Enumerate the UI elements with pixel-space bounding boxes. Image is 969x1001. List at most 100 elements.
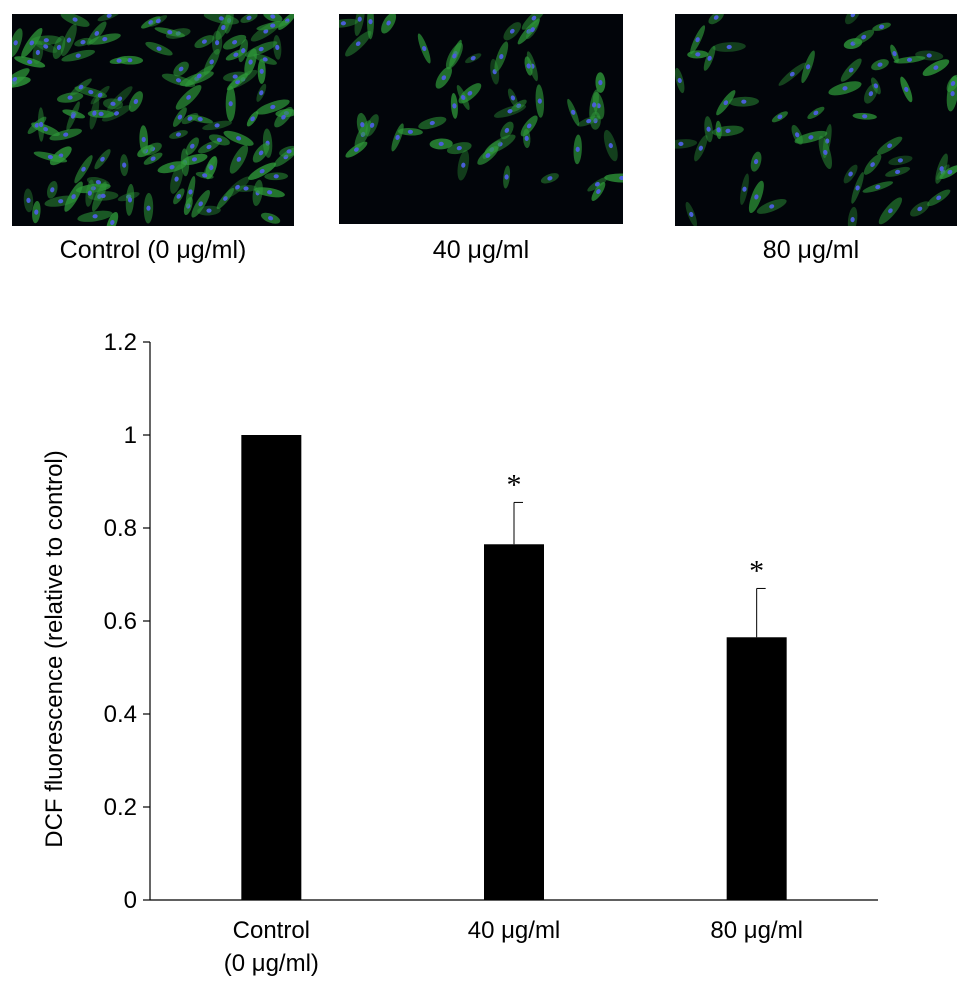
cell xyxy=(225,176,250,198)
cell xyxy=(450,92,458,119)
cell xyxy=(728,96,760,107)
cell xyxy=(88,33,121,45)
cell xyxy=(170,164,184,194)
cell xyxy=(339,18,359,28)
cell xyxy=(77,210,113,222)
cell xyxy=(595,72,606,93)
cell xyxy=(223,71,248,82)
cell xyxy=(143,192,154,224)
cell xyxy=(255,99,290,115)
cell xyxy=(524,56,533,76)
cell xyxy=(256,83,267,102)
cell xyxy=(60,14,90,27)
cell xyxy=(87,21,107,46)
cell xyxy=(161,73,196,87)
cell xyxy=(445,42,463,70)
cell xyxy=(157,161,187,174)
bar xyxy=(726,637,787,900)
y-tick-label: 0.6 xyxy=(104,608,137,635)
cell xyxy=(23,188,34,213)
cell xyxy=(517,18,540,45)
cell xyxy=(840,58,862,82)
cell xyxy=(60,24,77,57)
cell xyxy=(675,139,698,149)
cell xyxy=(225,85,236,122)
cell xyxy=(863,154,882,175)
cell xyxy=(61,49,96,62)
significance-marker: * xyxy=(749,554,764,587)
cell xyxy=(86,176,110,188)
cell xyxy=(712,42,746,52)
cell xyxy=(771,111,788,123)
cell xyxy=(181,153,208,165)
cell xyxy=(603,129,618,162)
cell xyxy=(694,135,708,162)
cell xyxy=(52,35,66,60)
cell xyxy=(254,187,285,198)
cell xyxy=(345,141,368,158)
cell xyxy=(703,45,716,71)
cell xyxy=(507,88,518,108)
cell xyxy=(106,211,119,226)
cell xyxy=(847,206,858,226)
cell xyxy=(109,57,129,65)
y-axis-title: DCF fluorescence (relative to control) xyxy=(41,450,68,847)
cell xyxy=(687,50,709,59)
cell xyxy=(203,48,220,75)
cell xyxy=(740,173,749,205)
cell xyxy=(862,181,894,193)
cell xyxy=(263,14,283,23)
cell xyxy=(526,20,540,40)
cell xyxy=(577,115,601,127)
x-tick-label: (0 μg/ml) xyxy=(224,950,319,977)
cell xyxy=(211,30,223,55)
y-tick-label: 1 xyxy=(124,422,137,449)
cell xyxy=(253,53,277,65)
cell xyxy=(822,124,832,159)
cell xyxy=(169,130,188,139)
cell xyxy=(154,27,186,37)
cell xyxy=(128,91,143,112)
cell xyxy=(852,112,877,120)
cell xyxy=(197,140,221,154)
cell xyxy=(807,106,825,120)
cell xyxy=(14,56,46,68)
cell xyxy=(367,14,374,40)
y-tick-label: 0.2 xyxy=(104,794,137,821)
cell xyxy=(591,181,606,202)
cell xyxy=(119,154,129,177)
cell xyxy=(216,187,235,210)
cell xyxy=(456,84,470,111)
cell xyxy=(845,14,861,25)
cell xyxy=(878,197,903,225)
cell xyxy=(381,14,397,34)
cell xyxy=(32,41,44,64)
cell xyxy=(843,164,858,184)
cell xyxy=(915,50,944,61)
cell xyxy=(229,144,249,174)
cell xyxy=(876,136,903,155)
cell xyxy=(818,135,832,170)
cell xyxy=(922,59,950,76)
cell xyxy=(910,201,930,217)
cell xyxy=(87,191,119,201)
cell xyxy=(202,120,232,131)
cell xyxy=(885,166,911,177)
cell xyxy=(567,98,580,126)
cell xyxy=(264,172,289,181)
cell xyxy=(391,123,404,152)
cell xyxy=(56,92,84,103)
cell xyxy=(191,189,211,218)
cell xyxy=(37,107,45,142)
cell xyxy=(535,84,545,118)
cell xyxy=(864,83,878,104)
cell xyxy=(748,180,764,214)
cell xyxy=(587,177,608,192)
cell xyxy=(708,14,724,25)
cell xyxy=(750,151,762,172)
cell xyxy=(853,29,875,45)
cell xyxy=(143,152,163,165)
cell xyxy=(66,101,80,131)
cell xyxy=(890,44,899,63)
